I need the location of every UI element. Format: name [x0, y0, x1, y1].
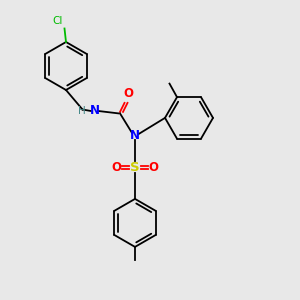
Text: H: H [78, 106, 86, 116]
Text: O: O [148, 161, 159, 174]
Text: N: N [130, 129, 140, 142]
Text: Cl: Cl [53, 16, 63, 26]
Text: O: O [123, 87, 133, 101]
Text: N: N [89, 104, 100, 118]
Text: O: O [111, 161, 122, 174]
Text: S: S [130, 161, 140, 174]
